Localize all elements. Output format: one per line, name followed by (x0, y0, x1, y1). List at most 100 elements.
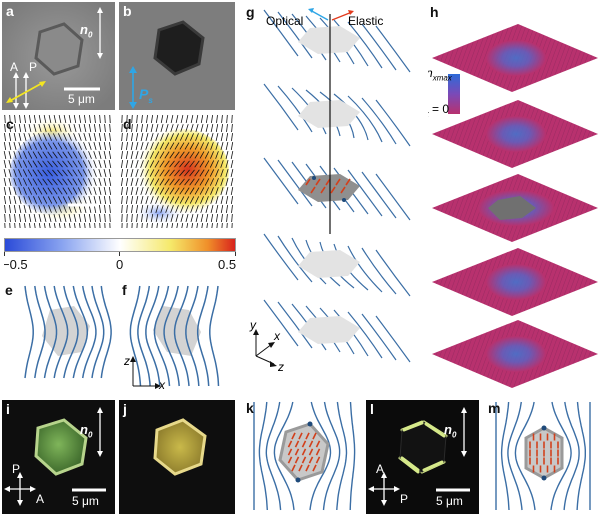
director-tick (63, 214, 67, 222)
director-tick (67, 187, 73, 195)
director-tick (73, 115, 77, 124)
director-tick (140, 160, 144, 168)
nx-zero-eq: = 0 (428, 102, 450, 116)
director-tick (190, 124, 194, 132)
director-tick (13, 178, 17, 186)
director-tick (52, 187, 58, 195)
director-tick (126, 195, 128, 205)
director-tick (169, 169, 175, 177)
director-tick (33, 214, 37, 222)
director-line (333, 93, 369, 141)
director-tick (196, 222, 199, 228)
director-line (375, 173, 411, 221)
director-tick (23, 133, 27, 141)
director-tick (215, 196, 219, 204)
director-tick (221, 115, 223, 124)
director-tick (58, 214, 62, 222)
director-tick (42, 160, 48, 168)
director-tick (179, 142, 185, 150)
director-tick (136, 115, 138, 124)
director-tick (32, 178, 38, 186)
panel-d-image (120, 115, 234, 228)
director-tick (18, 160, 22, 168)
panel-c: c (2, 115, 115, 228)
rod (301, 440, 307, 448)
director-tick (13, 142, 17, 150)
director-tick (221, 222, 223, 228)
director-tick (176, 222, 179, 228)
director-tick (72, 160, 78, 168)
director-tick (154, 187, 160, 195)
director-tick (62, 196, 68, 204)
director-tick (170, 133, 174, 141)
director-tick (52, 142, 58, 150)
nx-core (486, 40, 546, 76)
polarizer-label-i: P (12, 462, 21, 476)
director-tick (52, 151, 58, 159)
director-tick (9, 222, 11, 228)
director-tick (108, 168, 112, 178)
director-tick (126, 204, 128, 214)
yellow-crystal (153, 418, 207, 476)
director-tick (165, 214, 169, 222)
nx-max-subscript: xmax (432, 73, 452, 83)
director-tick (140, 142, 144, 150)
director-tick (174, 187, 180, 195)
director-tick (58, 205, 62, 213)
panel-k: k (244, 398, 360, 516)
director-tick (18, 133, 22, 141)
director-tick (146, 115, 148, 124)
director-tick (38, 133, 42, 141)
director-tick (135, 132, 139, 142)
director-line (277, 301, 313, 349)
director-tick (145, 142, 149, 150)
director-tick (160, 214, 164, 222)
director-tick (225, 132, 229, 142)
director-tick (206, 222, 208, 228)
director-tick (174, 178, 180, 186)
panel-c-image (3, 115, 112, 228)
director-tick (104, 222, 106, 228)
director-tick (121, 141, 123, 151)
elastic-arrow (331, 11, 353, 21)
director-tick (201, 222, 203, 228)
rod (294, 448, 300, 456)
director-tick (204, 169, 210, 177)
director-tick (77, 178, 83, 186)
director-line (277, 235, 313, 283)
panel-f: f z x (119, 282, 237, 392)
director-tick (94, 115, 96, 124)
director-tick (52, 196, 58, 204)
director-tick (43, 214, 47, 222)
director-tick (220, 196, 224, 204)
director-tick (140, 178, 144, 186)
director-tick (179, 196, 185, 204)
director-tick (19, 115, 21, 124)
director-tick (190, 205, 194, 213)
director-tick (32, 187, 38, 195)
director-tick (67, 160, 73, 168)
director-tick (33, 115, 37, 124)
director-tick (93, 187, 97, 195)
director-line (322, 401, 341, 511)
panel-h: h nxmax nx = 0 (428, 2, 600, 392)
director-tick (52, 160, 58, 168)
director-tick (205, 205, 209, 213)
director-tick (174, 160, 180, 168)
director-tick (47, 160, 53, 168)
hexagon-particle-h (488, 196, 536, 220)
director-lines-d (120, 115, 234, 228)
director-tick (8, 142, 12, 150)
director-tick (68, 124, 72, 132)
director-tick (179, 151, 185, 159)
director-tick (130, 195, 134, 205)
director-field-k (253, 401, 356, 511)
director-tick (154, 151, 160, 159)
director-tick (28, 214, 32, 222)
director-tick (225, 169, 229, 177)
director-tick (52, 133, 58, 141)
ps-symbol: P (139, 86, 149, 102)
director-tick (109, 141, 111, 151)
director-tick (83, 196, 87, 204)
director-tick (93, 196, 97, 204)
